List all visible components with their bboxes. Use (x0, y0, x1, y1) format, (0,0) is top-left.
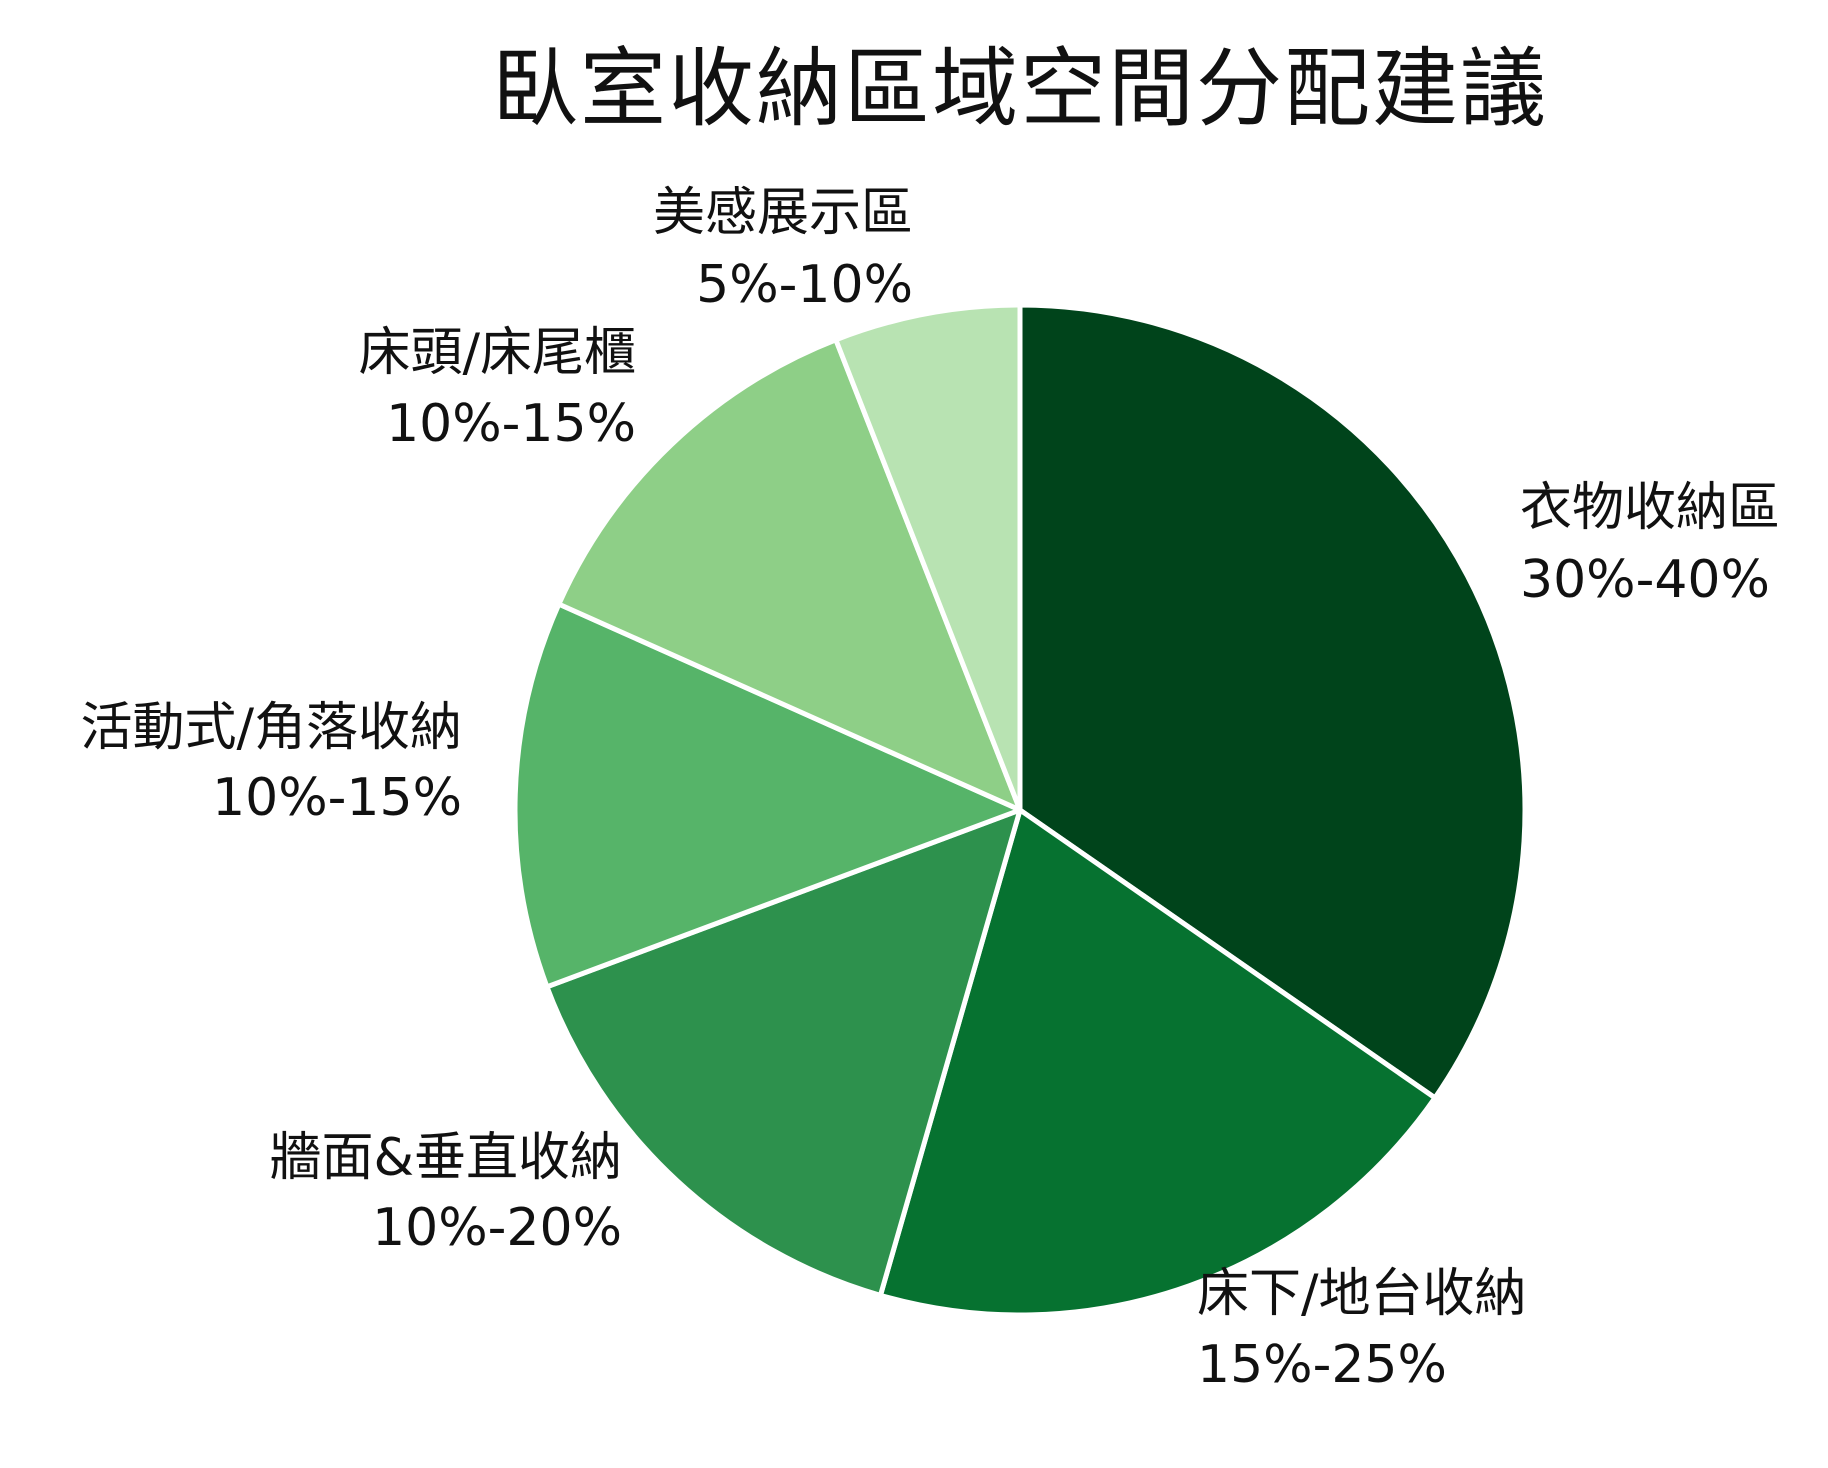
slice-label: 床頭/床尾櫃 (358, 323, 636, 383)
slice-label: 衣物收納區 (1520, 478, 1780, 538)
pie-slice (512, 601, 1023, 990)
slice-label: 床下/地台收納 (1197, 1264, 1527, 1324)
slice-range-label: 10%-15% (212, 768, 462, 828)
pie-slice (1017, 302, 1528, 1101)
pie-slice (877, 807, 1438, 1318)
slice-range-label: 10%-20% (372, 1198, 622, 1258)
chart-title: 臥室收納區域空間分配建議 (492, 39, 1548, 139)
slice-label: 牆面&垂直收納 (269, 1128, 622, 1188)
pie-slice (544, 807, 1023, 1298)
pie-slices (512, 302, 1528, 1318)
slice-range-label: 15%-25% (1197, 1335, 1447, 1395)
slice-label: 美感展示區 (653, 183, 913, 243)
pie-labels: 衣物收納區 30%-40% 床下/地台收納 15%-25% 牆面&垂直收納 10%-20%… (80, 183, 1780, 1395)
slice-label: 活動式/角落收納 (80, 698, 462, 758)
slice-range-label: 10%-15% (386, 394, 636, 454)
slice-range-label: 30%-40% (1520, 550, 1770, 610)
pie-slice (556, 337, 1023, 813)
pie-slice (833, 302, 1023, 813)
slice-range-label: 5%-10% (696, 255, 913, 315)
